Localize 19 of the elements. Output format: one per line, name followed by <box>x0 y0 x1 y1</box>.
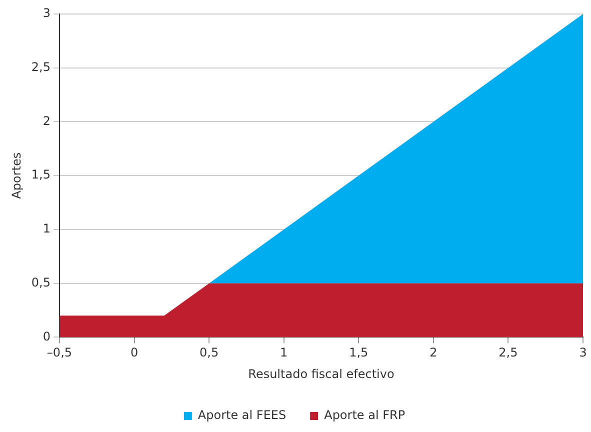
y-tick-label: 2,5 <box>31 60 50 74</box>
x-tick-label: 0,5 <box>200 346 219 360</box>
x-tick-label: 0 <box>130 346 138 360</box>
y-tick-label: 3 <box>42 6 50 20</box>
x-tick-label: –0,5 <box>46 346 72 360</box>
y-tick-label: 0 <box>42 329 50 344</box>
x-tick-label: 1,5 <box>349 346 368 360</box>
y-tick-label: 1,5 <box>31 168 50 182</box>
y-tick-label: 2 <box>42 114 50 128</box>
x-tick-label: 3 <box>579 346 587 360</box>
y-axis-title: Aportes <box>9 152 24 199</box>
y-tick-label: 0,5 <box>31 275 50 290</box>
x-tick-label: 2,5 <box>498 346 518 360</box>
y-tick-label: 1 <box>42 222 50 236</box>
legend-label: Aporte al FRP <box>324 408 406 422</box>
x-tick-label: 1 <box>280 346 288 360</box>
x-axis-title: Resultado fiscal efectivo <box>248 366 394 381</box>
x-tick-label: 2 <box>430 346 438 360</box>
legend-label: Aporte al FEES <box>198 408 286 422</box>
